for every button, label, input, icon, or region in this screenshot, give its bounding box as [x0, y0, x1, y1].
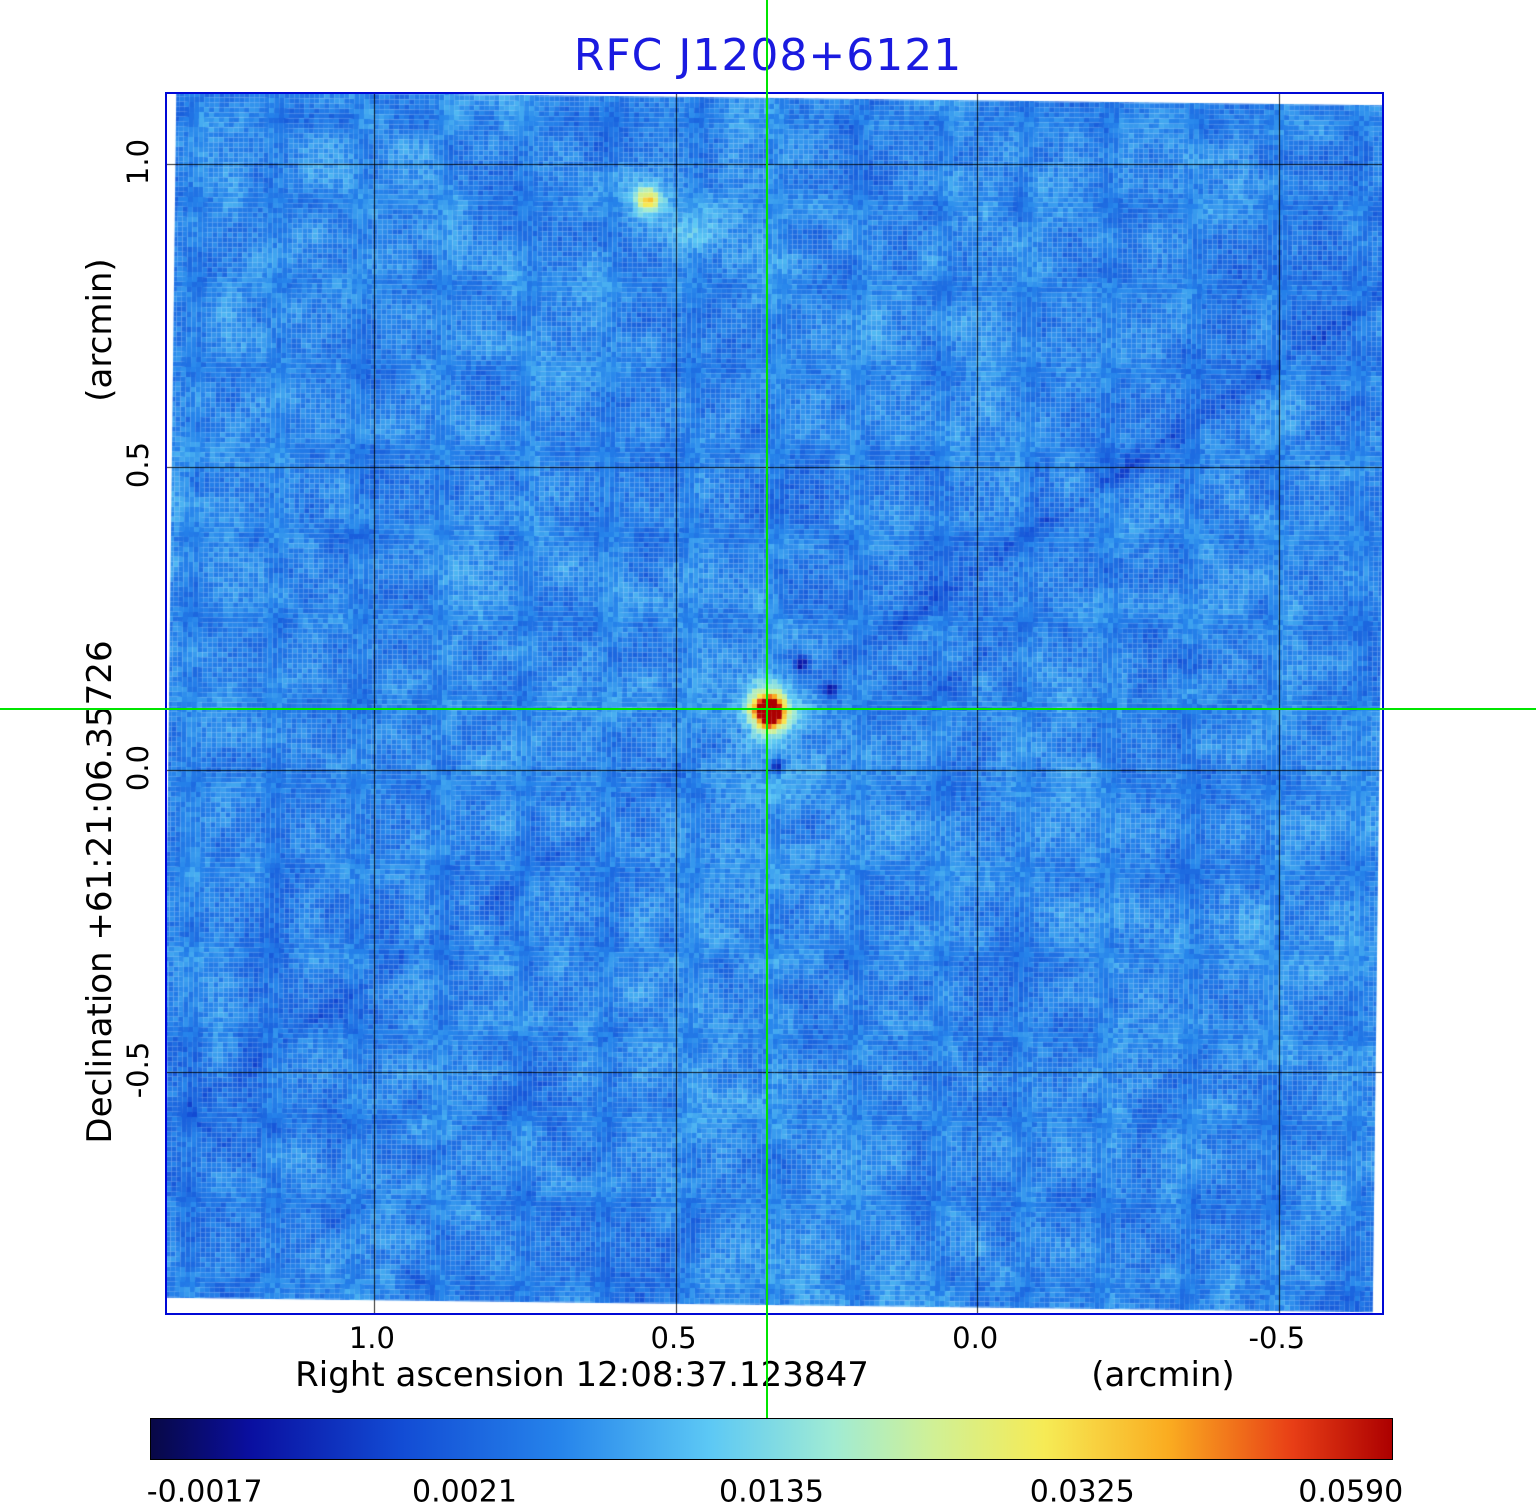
colorbar-tick-label: 0.0590: [1298, 1474, 1404, 1510]
x-tick-label: 0.0: [952, 1321, 999, 1355]
plot-area: [165, 92, 1384, 1315]
y-tick-label: -0.5: [121, 1042, 155, 1099]
y-tick-label: 0.5: [121, 441, 155, 488]
x-axis-label: Right ascension 12:08:37.123847: [295, 1355, 869, 1395]
x-axis-unit-label: (arcmin): [1091, 1355, 1235, 1395]
x-tick-label: -0.5: [1248, 1321, 1306, 1355]
colorbar-tick-label: -0.0017: [146, 1474, 263, 1510]
sky-map-canvas: [167, 94, 1382, 1313]
x-tick-label: 1.0: [348, 1321, 395, 1355]
colorbar: [150, 1418, 1393, 1460]
x-tick-label: 0.5: [650, 1321, 697, 1355]
colorbar-tick-label: 0.0021: [411, 1474, 517, 1510]
y-tick-label: 1.0: [121, 138, 155, 185]
y-axis-unit-label: (arcmin): [80, 258, 120, 402]
figure-title: RFC J1208+6121: [573, 30, 963, 81]
y-axis-label: Declination +61:21:06.35726: [80, 640, 120, 1144]
y-tick-label: 0.0: [121, 744, 155, 791]
colorbar-tick-label: 0.0325: [1029, 1474, 1135, 1510]
colorbar-tick-label: 0.0135: [719, 1474, 824, 1510]
